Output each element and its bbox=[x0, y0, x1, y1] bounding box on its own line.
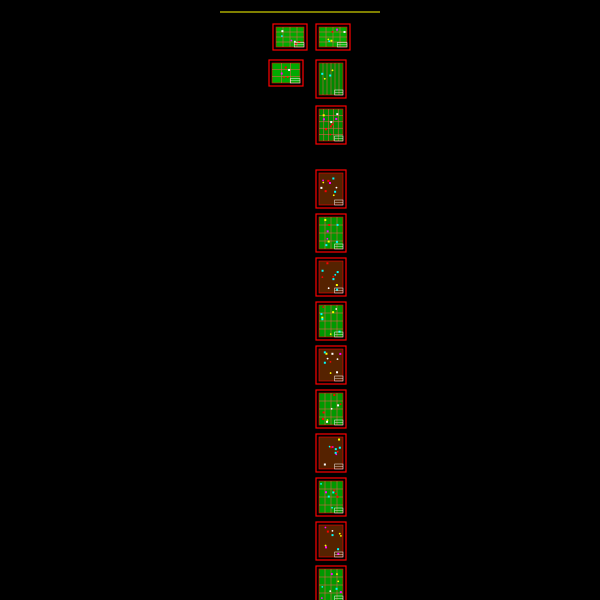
drawing-sheet bbox=[316, 214, 346, 252]
drawing-sheet bbox=[273, 24, 307, 50]
drawing-sheet bbox=[269, 60, 303, 86]
drawing-sheet bbox=[316, 434, 346, 472]
drawing-sheet bbox=[316, 522, 346, 560]
drawing-sheet bbox=[316, 566, 346, 600]
drawing-sheet bbox=[316, 170, 346, 208]
drawing-sheet bbox=[316, 390, 346, 428]
drawing-sheet bbox=[316, 346, 346, 384]
drawing-sheet bbox=[316, 106, 346, 144]
drawing-sheet bbox=[316, 258, 346, 296]
drawing-sheet bbox=[316, 24, 350, 50]
drawing-sheet bbox=[316, 478, 346, 516]
drawing-sheet bbox=[316, 60, 346, 98]
drawing-sheet bbox=[316, 302, 346, 340]
cad-sheet-index bbox=[0, 0, 600, 600]
